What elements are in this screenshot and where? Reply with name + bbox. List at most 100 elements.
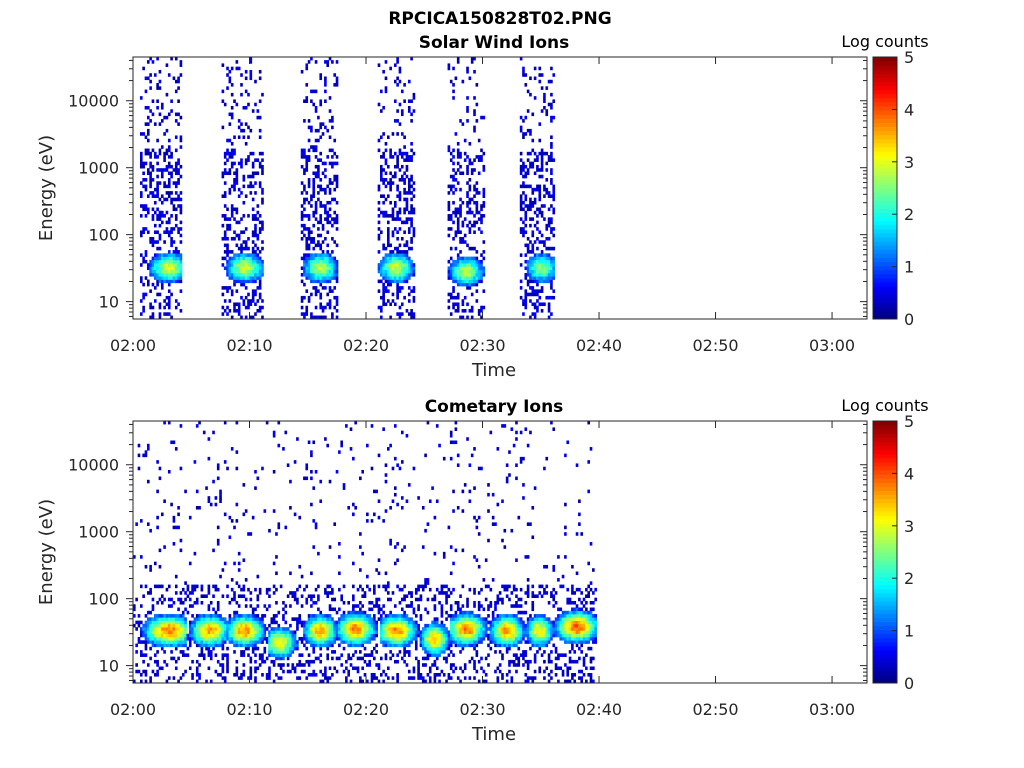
spectrogram-cell [165, 637, 169, 641]
spectrogram-cell [254, 102, 257, 107]
spectrogram-cell [219, 492, 222, 497]
spectrogram-cell [447, 594, 451, 598]
spectrogram-cell [435, 633, 439, 638]
spectrogram-cell [172, 656, 176, 661]
spectrogram-cell [153, 617, 157, 621]
spectrogram-cell [156, 627, 159, 631]
spectrogram-cell [242, 483, 246, 487]
spectrogram-cell [400, 132, 404, 136]
spectrogram-cell [454, 210, 458, 215]
spectrogram-cell [333, 187, 337, 192]
spectrogram-cell [338, 542, 341, 546]
spectrogram-cell [146, 138, 150, 143]
spectrogram-cell [459, 617, 462, 621]
spectrogram-cell [391, 614, 395, 618]
spectrogram-cell [195, 600, 199, 605]
spectrogram-cell [300, 574, 304, 579]
spectrogram-cell [331, 115, 334, 120]
spectrogram-cell [144, 214, 148, 218]
spectrogram-cell [153, 194, 157, 198]
spectrogram-cell [529, 76, 532, 81]
spectrogram-cell [456, 305, 460, 310]
spectrogram-cell [522, 135, 525, 140]
spectrogram-cell [305, 240, 309, 244]
spectrogram-cell [538, 73, 542, 77]
spectrogram-cell [146, 207, 150, 212]
spectrogram-cell [410, 223, 413, 228]
spectrogram-cell [461, 279, 465, 284]
spectrogram-cell [338, 620, 341, 625]
spectrogram-cell [223, 233, 227, 238]
spectrogram-cell [195, 640, 199, 644]
spectrogram-cell [393, 456, 397, 461]
spectrogram-cell [307, 440, 311, 445]
spectrogram-cell [328, 135, 332, 140]
spectrogram-cell [195, 424, 199, 428]
spectrogram-cell [221, 214, 225, 218]
spectrogram-cell [452, 561, 455, 566]
spectrogram-cell [461, 669, 465, 674]
spectrogram-cell [179, 210, 183, 215]
spectrogram-cell [428, 499, 432, 504]
spectrogram-cell [170, 259, 173, 264]
spectrogram-cell [254, 653, 257, 657]
spectrogram-cell [526, 171, 530, 176]
spectrogram-cell [240, 263, 243, 267]
spectrogram-cell [258, 263, 262, 267]
spectrogram-cell [473, 187, 476, 192]
spectrogram-cell [331, 259, 334, 264]
spectrogram-cell [216, 623, 220, 628]
spectrogram-cell [177, 204, 180, 208]
spectrogram-cell [400, 620, 404, 625]
spectrogram-cell [207, 620, 211, 625]
spectrogram-cell [249, 302, 253, 307]
spectrogram-cell [338, 656, 341, 661]
spectrogram-cell [177, 99, 180, 103]
spectrogram-cell [412, 627, 416, 631]
spectrogram-cell [461, 269, 465, 274]
spectrogram-cell [386, 614, 390, 618]
spectrogram-cell [410, 158, 413, 162]
spectrogram-cell [254, 620, 257, 625]
spectrogram-cell [258, 653, 262, 657]
spectrogram-cell [389, 302, 392, 307]
spectrogram-cell [347, 630, 350, 635]
spectrogram-cell [524, 194, 528, 198]
spectrogram-cell [550, 256, 553, 261]
spectrogram-cell [449, 187, 453, 192]
spectrogram-cell [410, 174, 413, 179]
spectrogram-cell [163, 115, 166, 120]
spectrogram-cell [174, 633, 178, 638]
spectrogram-cell [240, 630, 243, 635]
spectrogram-cell [158, 122, 162, 126]
spectrogram-cell [268, 594, 271, 598]
spectrogram-cell [550, 105, 553, 110]
spectrogram-cell [167, 295, 171, 300]
colorbar-segment [873, 257, 897, 263]
spectrogram-cell [540, 164, 544, 169]
spectrogram-cell [251, 607, 255, 612]
spectrogram-cell [386, 220, 390, 225]
spectrogram-cell [477, 227, 481, 231]
spectrogram-cell [328, 266, 332, 271]
spectrogram-cell [452, 236, 455, 241]
spectrogram-cell [156, 630, 159, 635]
spectrogram-cell [396, 463, 399, 467]
spectrogram-cell [449, 312, 453, 316]
spectrogram-cell [452, 273, 455, 277]
spectrogram-cell [393, 151, 397, 156]
spectrogram-cell [263, 633, 267, 638]
spectrogram-cell [466, 168, 469, 172]
spectrogram-cell [412, 181, 416, 185]
spectrogram-cell [163, 623, 166, 628]
spectrogram-cell [261, 299, 264, 303]
spectrogram-cell [470, 161, 474, 166]
spectrogram-cell [144, 276, 148, 280]
spectrogram-cell [440, 643, 444, 648]
spectrogram-cell [466, 256, 469, 261]
spectrogram-cell [240, 650, 243, 654]
spectrogram-cell [449, 623, 453, 628]
spectrogram-cell [373, 584, 376, 589]
spectrogram-cell [142, 178, 145, 182]
spectrogram-cell [370, 466, 374, 471]
